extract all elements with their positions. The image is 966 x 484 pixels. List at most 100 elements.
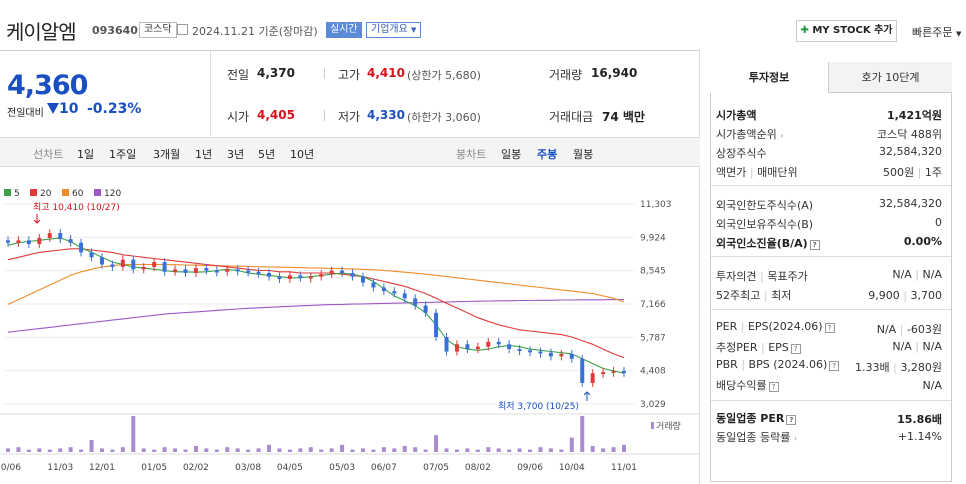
series-line-ma5 bbox=[7, 237, 625, 374]
volume-bar bbox=[89, 440, 94, 452]
volume-bar bbox=[496, 448, 501, 452]
legend-ma5: 5 bbox=[4, 189, 20, 199]
quick-order-button[interactable]: 빠른주문 ▼ bbox=[912, 26, 962, 39]
candle bbox=[225, 269, 230, 272]
volume-bar bbox=[611, 447, 616, 452]
help-icon[interactable]: ? bbox=[786, 415, 797, 425]
candle bbox=[371, 282, 376, 288]
candle bbox=[277, 276, 282, 280]
low-value: 4,330 bbox=[367, 108, 405, 122]
volume-bar bbox=[360, 448, 365, 452]
divider bbox=[711, 256, 951, 257]
x-tick-label: 12/01 bbox=[89, 463, 115, 473]
help-icon[interactable]: ? bbox=[824, 323, 835, 333]
tab-invest-info[interactable]: 투자정보 bbox=[710, 62, 829, 93]
period-1y[interactable]: 1년 bbox=[195, 148, 213, 161]
volume-bar bbox=[37, 448, 42, 452]
candle bbox=[434, 312, 439, 338]
current-price: 4,360 bbox=[7, 70, 88, 101]
candle bbox=[622, 370, 626, 373]
market-cap-rank-label[interactable]: 시가총액순위 › bbox=[716, 128, 784, 141]
volume-bar bbox=[486, 447, 491, 452]
candle bbox=[204, 268, 209, 271]
candle-chart-label[interactable]: 봉차트 bbox=[456, 148, 487, 161]
volume-value: 16,940 bbox=[591, 66, 638, 80]
volume-bar bbox=[267, 444, 272, 452]
foreign-hold-value: 0 bbox=[935, 216, 942, 229]
volume-bar bbox=[16, 447, 21, 452]
help-icon[interactable]: ? bbox=[790, 344, 801, 354]
per-eps-label: PER | EPS(2024.06)? bbox=[716, 320, 835, 333]
calendar-icon bbox=[177, 24, 188, 35]
help-icon[interactable]: ? bbox=[768, 382, 779, 392]
lower-limit: (하한가 3,060) bbox=[407, 111, 481, 124]
candle bbox=[193, 268, 198, 273]
volume-bar bbox=[434, 435, 439, 452]
period-1d[interactable]: 1일 bbox=[77, 148, 95, 161]
candle bbox=[16, 240, 21, 243]
candle bbox=[548, 352, 553, 357]
candle-monthly[interactable]: 월봉 bbox=[573, 148, 594, 161]
price-change: 10 bbox=[59, 101, 79, 117]
volume-bar bbox=[193, 446, 198, 452]
quote-panel bbox=[0, 50, 700, 484]
mystock-add-button[interactable]: ✚ MY STOCK 추가 bbox=[796, 20, 897, 42]
volume-bar bbox=[569, 437, 574, 452]
est-per-value: N/A | N/A bbox=[892, 340, 942, 353]
period-10y[interactable]: 10년 bbox=[290, 148, 315, 161]
industry-change-value: +1.14% bbox=[897, 430, 942, 443]
candle bbox=[131, 259, 136, 270]
volume-bar bbox=[152, 449, 157, 452]
volume-legend-swatch bbox=[651, 422, 654, 429]
est-per-label: 추정PER | EPS? bbox=[716, 339, 801, 355]
52w-label: 52주최고 | 최저 bbox=[716, 289, 792, 302]
chevron-right-icon: › bbox=[793, 434, 798, 443]
candle bbox=[413, 298, 418, 306]
volume-bar bbox=[214, 449, 219, 452]
candle bbox=[360, 276, 365, 283]
industry-per-value: 15.86배 bbox=[897, 413, 942, 426]
period-5y[interactable]: 5년 bbox=[258, 148, 276, 161]
volume-bar bbox=[110, 449, 115, 452]
foreign-limit-label: 외국인한도주식수(A) bbox=[716, 199, 814, 212]
period-1w[interactable]: 1주일 bbox=[109, 148, 137, 161]
period-3m[interactable]: 3개월 bbox=[153, 148, 181, 161]
candle bbox=[256, 271, 261, 274]
listed-shares-label: 상장주식수 bbox=[716, 147, 767, 160]
volume-bar bbox=[465, 448, 470, 452]
volume-bar bbox=[601, 448, 606, 452]
par-value-label: 액면가 | 매매단위 bbox=[716, 166, 798, 179]
x-tick-label: 02/02 bbox=[183, 463, 209, 473]
market-cap-label: 시가총액 bbox=[716, 109, 757, 122]
dividend-value: N/A bbox=[922, 379, 942, 392]
x-tick-label: 11/03 bbox=[47, 463, 73, 473]
x-tick-label: 01/05 bbox=[141, 463, 167, 473]
stock-code: 093640 bbox=[92, 24, 138, 37]
x-tick-label: 07/05 bbox=[423, 463, 449, 473]
candle bbox=[235, 269, 240, 272]
candle bbox=[79, 242, 84, 253]
volume-bar bbox=[79, 449, 84, 452]
volume-bar bbox=[423, 449, 428, 452]
period-3y[interactable]: 3년 bbox=[227, 148, 245, 161]
volume-bar bbox=[517, 448, 522, 452]
x-tick-label: 08/02 bbox=[465, 463, 491, 473]
volume-bar bbox=[120, 447, 125, 452]
candle bbox=[423, 305, 428, 313]
price-chart[interactable]: 11,303 9,924 8,545 7,166 5,787 4,408 3,029 거래량… bbox=[0, 196, 700, 484]
legend-ma60: 60 bbox=[62, 189, 83, 199]
help-icon[interactable]: ? bbox=[809, 240, 820, 250]
y-tick-label: 5,787 bbox=[640, 333, 666, 343]
help-icon[interactable]: ? bbox=[829, 361, 840, 371]
realtime-button[interactable]: 실시간 bbox=[326, 22, 362, 38]
candle bbox=[528, 350, 533, 353]
candle bbox=[392, 291, 397, 294]
tab-orderbook[interactable]: 호가 10단계 bbox=[829, 62, 952, 93]
industry-change-label[interactable]: 동일업종 등락률 › bbox=[716, 431, 798, 444]
candle-daily[interactable]: 일봉 bbox=[501, 148, 522, 161]
line-chart-label[interactable]: 선차트 bbox=[33, 148, 64, 161]
candle-weekly[interactable]: 주봉 bbox=[537, 148, 558, 161]
company-info-button[interactable]: 기업개요 ▼ bbox=[366, 22, 422, 38]
low-annotation: 최저 3,700 (10/25) bbox=[498, 401, 579, 412]
prev-close-label: 전일 bbox=[227, 68, 250, 82]
